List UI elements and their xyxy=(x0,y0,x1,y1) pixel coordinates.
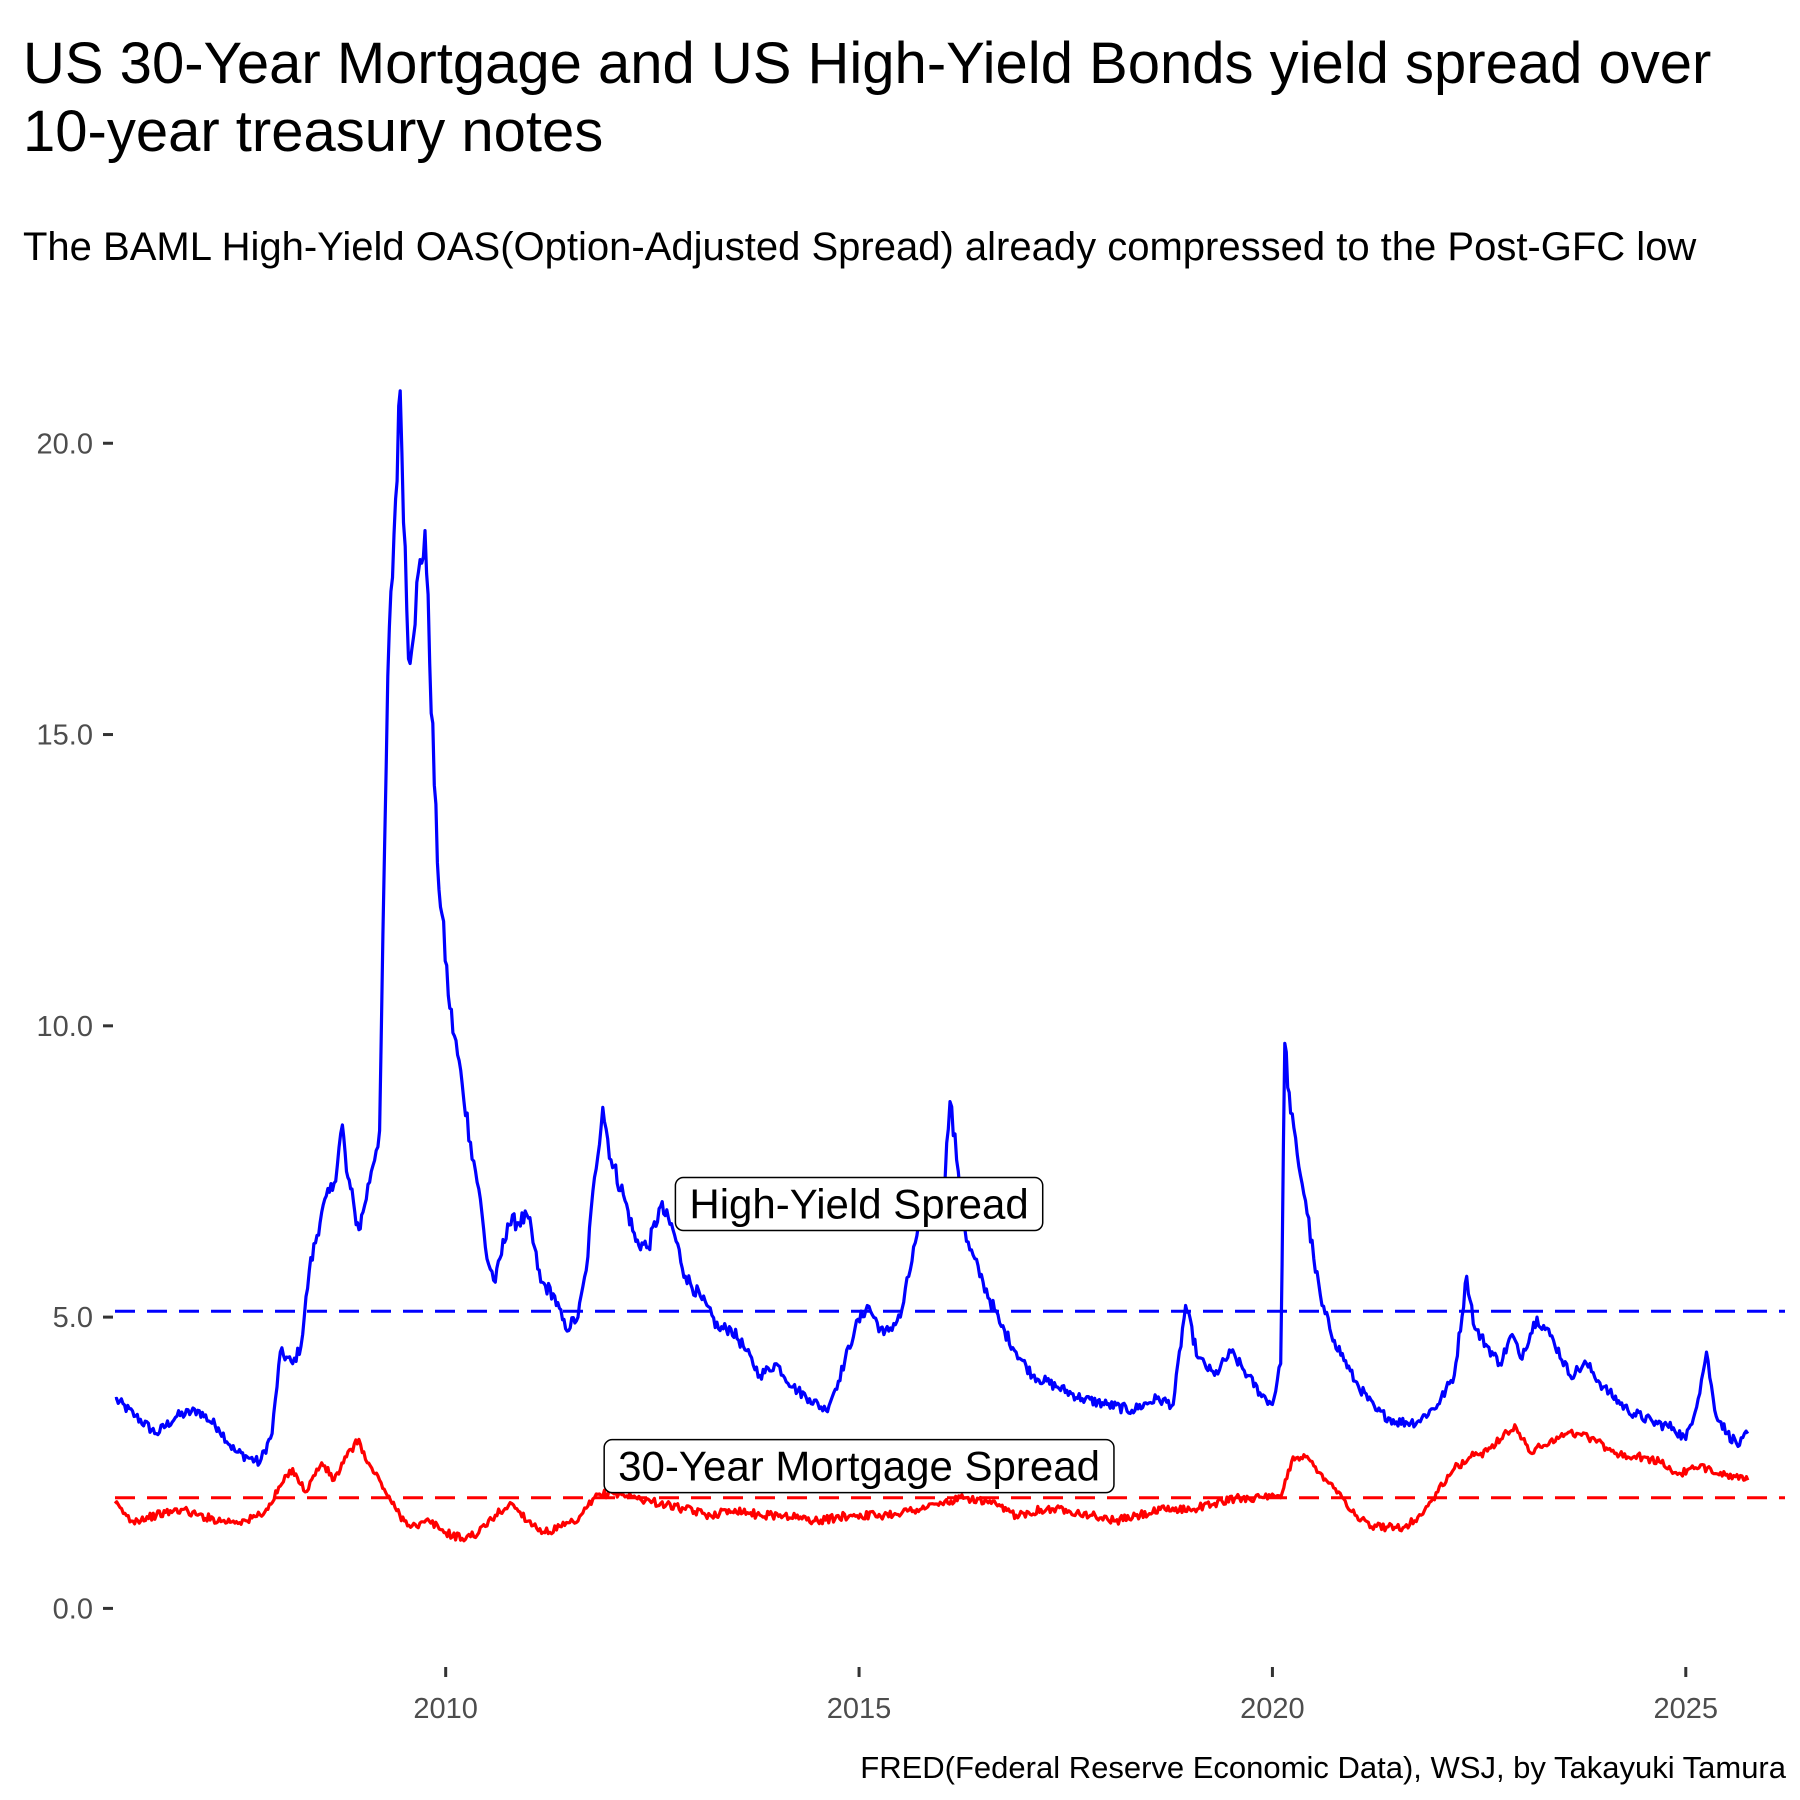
y-tick-label: 10.0 xyxy=(37,1011,93,1043)
annotation-label: High-Yield Spread xyxy=(674,1176,1044,1232)
x-axis: 2010 2015 2020 2025 xyxy=(413,1667,1718,1725)
annotation-text: 30-Year Mortgage Spread xyxy=(618,1443,1100,1490)
y-tick-label: 20.0 xyxy=(37,428,93,460)
annotations: High-Yield Spread 30-Year Mortgage Spread xyxy=(603,1176,1115,1494)
y-axis: 0.0 5.0 10.0 15.0 20.0 xyxy=(37,428,113,1625)
series-lines xyxy=(113,389,1750,1543)
x-tick-label: 2010 xyxy=(413,1693,478,1725)
chart-title: US 30-Year Mortgage and US High-Yield Bo… xyxy=(23,31,1712,164)
annotation-text: High-Yield Spread xyxy=(689,1181,1028,1228)
y-tick-label: 5.0 xyxy=(53,1302,93,1334)
x-tick-label: 2015 xyxy=(827,1693,892,1725)
annotation-box xyxy=(674,1176,1044,1232)
x-tick-label: 2020 xyxy=(1240,1693,1305,1725)
mortgage-spread-line xyxy=(113,1423,1750,1543)
annotation-label: 30-Year Mortgage Spread xyxy=(603,1438,1115,1494)
high-yield-spread-line xyxy=(114,389,1750,1467)
reference-lines xyxy=(115,1309,1785,1500)
y-tick-label: 0.0 xyxy=(53,1593,93,1625)
y-tick-label: 15.0 xyxy=(37,720,93,752)
x-tick-label: 2025 xyxy=(1654,1693,1719,1725)
chart-caption: FRED(Federal Reserve Economic Data), WSJ… xyxy=(860,1750,1786,1785)
annotation-box xyxy=(603,1438,1115,1494)
chart-subtitle: The BAML High-Yield OAS(Option-Adjusted … xyxy=(23,225,1697,269)
